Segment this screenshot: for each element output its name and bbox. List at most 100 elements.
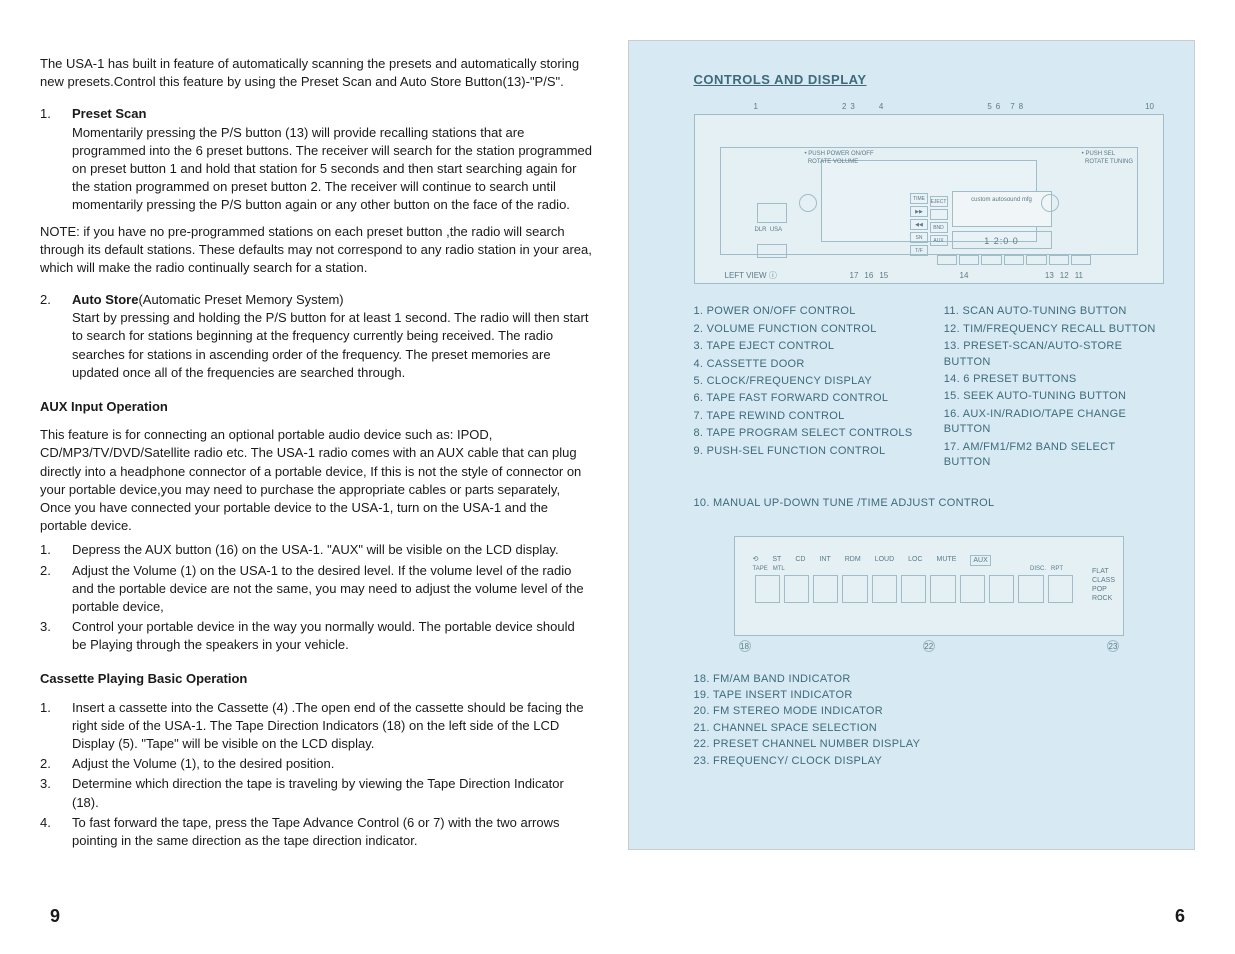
preset-scan-body: Momentarily pressing the P/S button (13)… bbox=[72, 125, 592, 213]
list-item: 17. AM/FM1/FM2 BAND SELECT BUTTON bbox=[944, 440, 1164, 471]
callout: 8 bbox=[1019, 101, 1023, 112]
aux-heading: AUX Input Operation bbox=[40, 398, 593, 416]
radio-outline: DLR USA EJECTBNDAUX custom autosound mfg… bbox=[720, 147, 1139, 255]
bottom-callouts-1: 171615 bbox=[850, 270, 889, 281]
list-item: 4. CASSETTE DOOR bbox=[694, 357, 914, 372]
list-item: 23. FREQUENCY/ CLOCK DISPLAY bbox=[694, 754, 1165, 769]
list-item: 9. PUSH-SEL FUNCTION CONTROL bbox=[694, 444, 914, 459]
aux-steps: 1.Depress the AUX button (16) on the USA… bbox=[40, 541, 593, 654]
callout: 18 bbox=[739, 640, 751, 652]
left-knob-icon bbox=[799, 194, 817, 212]
auto-store-suffix: (Automatic Preset Memory System) bbox=[138, 292, 343, 307]
list-item: 22. PRESET CHANNEL NUMBER DISPLAY bbox=[694, 737, 1165, 752]
list-body: Preset Scan Momentarily pressing the P/S… bbox=[72, 105, 593, 214]
list-item: 18. FM/AM BAND INDICATOR bbox=[694, 672, 1165, 687]
left-knob-note: • PUSH POWER ON/OFF ROTATE VOLUME bbox=[805, 151, 874, 165]
list-item: 11. SCAN AUTO-TUNING BUTTON bbox=[944, 304, 1164, 319]
step-body: Adjust the Volume (1), to the desired po… bbox=[72, 755, 593, 773]
step-num: 2. bbox=[40, 755, 72, 773]
list-item: 13. PRESET-SCAN/AUTO-STORE BUTTON bbox=[944, 339, 1164, 370]
list-item: 12. TIM/FREQUENCY RECALL BUTTON bbox=[944, 322, 1164, 337]
list-number: 1. bbox=[40, 105, 72, 214]
lcd-bottom-callouts: 18 22 23 bbox=[739, 640, 1120, 652]
preset-scan-title: Preset Scan bbox=[72, 106, 146, 121]
auto-store-title: Auto Store bbox=[72, 292, 138, 307]
step-body: To fast forward the tape, press the Tape… bbox=[72, 814, 593, 850]
cassette-slot-icon bbox=[757, 203, 787, 223]
preset-scan-item: 1. Preset Scan Momentarily pressing the … bbox=[40, 105, 593, 214]
list-item: 8. TAPE PROGRAM SELECT CONTROLS bbox=[694, 426, 914, 441]
radio-face: EJECTBNDAUX custom autosound mfg 1 2:0 0… bbox=[821, 160, 1038, 242]
list-item: 20. FM STEREO MODE INDICATOR bbox=[694, 704, 1165, 719]
controls-right-col: 11. SCAN AUTO-TUNING BUTTON 12. TIM/FREQ… bbox=[944, 304, 1164, 472]
top-callouts: 1 2 3 4 5 6 7 8 10 bbox=[704, 101, 1155, 112]
right-knob-icon bbox=[1041, 194, 1059, 212]
cassette-steps: 1.Insert a cassette into the Cassette (4… bbox=[40, 699, 593, 851]
list-item: 5. CLOCK/FREQUENCY DISPLAY bbox=[694, 374, 914, 389]
callout: 22 bbox=[923, 640, 935, 652]
display-list: 18. FM/AM BAND INDICATOR 19. TAPE INSERT… bbox=[694, 672, 1165, 769]
list-item: 2. VOLUME FUNCTION CONTROL bbox=[694, 322, 914, 337]
callout: 23 bbox=[1107, 640, 1119, 652]
callout: 7 bbox=[1010, 101, 1014, 112]
bottom-callouts-3: 131211 bbox=[1045, 270, 1083, 281]
step-body: Depress the AUX button (16) on the USA-1… bbox=[72, 541, 593, 559]
step-num: 1. bbox=[40, 699, 72, 754]
disc-rpt-label: DISC. RPT bbox=[1030, 565, 1063, 573]
auto-store-list: 2. Auto Store(Automatic Preset Memory Sy… bbox=[40, 291, 593, 382]
preset-auto-list: 1. Preset Scan Momentarily pressing the … bbox=[40, 105, 593, 214]
callout: 6 bbox=[996, 101, 1000, 112]
left-side-buttons: EJECTBNDAUX bbox=[930, 196, 948, 248]
lcd-diagram: ⟲ ST CD INT RDM LOUD LOC MUTE AUX TAPE M… bbox=[734, 536, 1125, 636]
list-item: 15. SEEK AUTO-TUNING BUTTON bbox=[944, 389, 1164, 404]
preset-buttons-row bbox=[937, 255, 1092, 265]
callout: 1 bbox=[754, 101, 758, 112]
left-page: The USA-1 has built in feature of automa… bbox=[0, 0, 618, 954]
right-page-number: 6 bbox=[1175, 904, 1185, 929]
list-item: 14. 6 PRESET BUTTONS bbox=[944, 372, 1164, 387]
note-paragraph: NOTE: if you have no pre-programmed stat… bbox=[40, 223, 593, 278]
step-body: Insert a cassette into the Cassette (4) … bbox=[72, 699, 593, 754]
lcd-eq-labels: FLAT CLASS POP ROCK bbox=[1092, 567, 1115, 603]
list-number: 2. bbox=[40, 291, 72, 382]
left-slot-icon bbox=[757, 244, 787, 258]
step-num: 3. bbox=[40, 775, 72, 811]
left-labels: DLR USA bbox=[755, 226, 783, 234]
controls-item-10: 10. MANUAL UP-DOWN TUNE /TIME ADJUST CON… bbox=[694, 496, 1165, 511]
controls-left-col: 1. POWER ON/OFF CONTROL 2. VOLUME FUNCTI… bbox=[694, 304, 914, 472]
step-num: 3. bbox=[40, 618, 72, 654]
radio-diagram: DLR USA EJECTBNDAUX custom autosound mfg… bbox=[694, 114, 1165, 284]
auto-store-item: 2. Auto Store(Automatic Preset Memory Sy… bbox=[40, 291, 593, 382]
right-knob-note: • PUSH SEL ROTATE TUNING bbox=[1082, 151, 1133, 165]
document-spread: The USA-1 has built in feature of automa… bbox=[0, 0, 1235, 954]
scanned-panel: CONTROLS AND DISPLAY 1 2 3 4 5 6 7 8 10 … bbox=[628, 40, 1196, 850]
step-num: 4. bbox=[40, 814, 72, 850]
list-item: 6. TAPE FAST FORWARD CONTROL bbox=[694, 391, 914, 406]
step-body: Adjust the Volume (1) on the USA-1 to th… bbox=[72, 562, 593, 617]
list-item: 21. CHANNEL SPACE SELECTION bbox=[694, 721, 1165, 736]
callout: 5 bbox=[987, 101, 991, 112]
tape-label: TAPE MTL bbox=[753, 565, 785, 573]
callout: 10 bbox=[1145, 101, 1154, 112]
controls-display-title: CONTROLS AND DISPLAY bbox=[694, 71, 1165, 89]
aux-paragraph: This feature is for connecting an option… bbox=[40, 426, 593, 535]
step-num: 2. bbox=[40, 562, 72, 617]
segment-row bbox=[755, 575, 1074, 603]
step-num: 1. bbox=[40, 541, 72, 559]
left-page-number: 9 bbox=[50, 904, 60, 929]
list-item: 7. TAPE REWIND CONTROL bbox=[694, 409, 914, 424]
lcd-top-icons: ⟲ ST CD INT RDM LOUD LOC MUTE AUX bbox=[753, 555, 991, 567]
cassette-heading: Cassette Playing Basic Operation bbox=[40, 670, 593, 688]
list-item: 19. TAPE INSERT INDICATOR bbox=[694, 688, 1165, 703]
right-side-buttons: TIME▶▶◀◀SNT/F bbox=[910, 193, 928, 258]
list-item: 16. AUX-IN/RADIO/TAPE CHANGE BUTTON bbox=[944, 407, 1164, 438]
callout: 4 bbox=[879, 101, 883, 112]
callout: 2 bbox=[842, 101, 846, 112]
step-body: Determine which direction the tape is tr… bbox=[72, 775, 593, 811]
callout: 3 bbox=[850, 101, 854, 112]
right-page: CONTROLS AND DISPLAY 1 2 3 4 5 6 7 8 10 … bbox=[618, 0, 1235, 954]
lcd-window: custom autosound mfg bbox=[952, 191, 1052, 227]
auto-store-body: Start by pressing and holding the P/S bu… bbox=[72, 310, 588, 380]
list-body: Auto Store(Automatic Preset Memory Syste… bbox=[72, 291, 593, 382]
bottom-callouts-2: 14 bbox=[960, 270, 969, 281]
